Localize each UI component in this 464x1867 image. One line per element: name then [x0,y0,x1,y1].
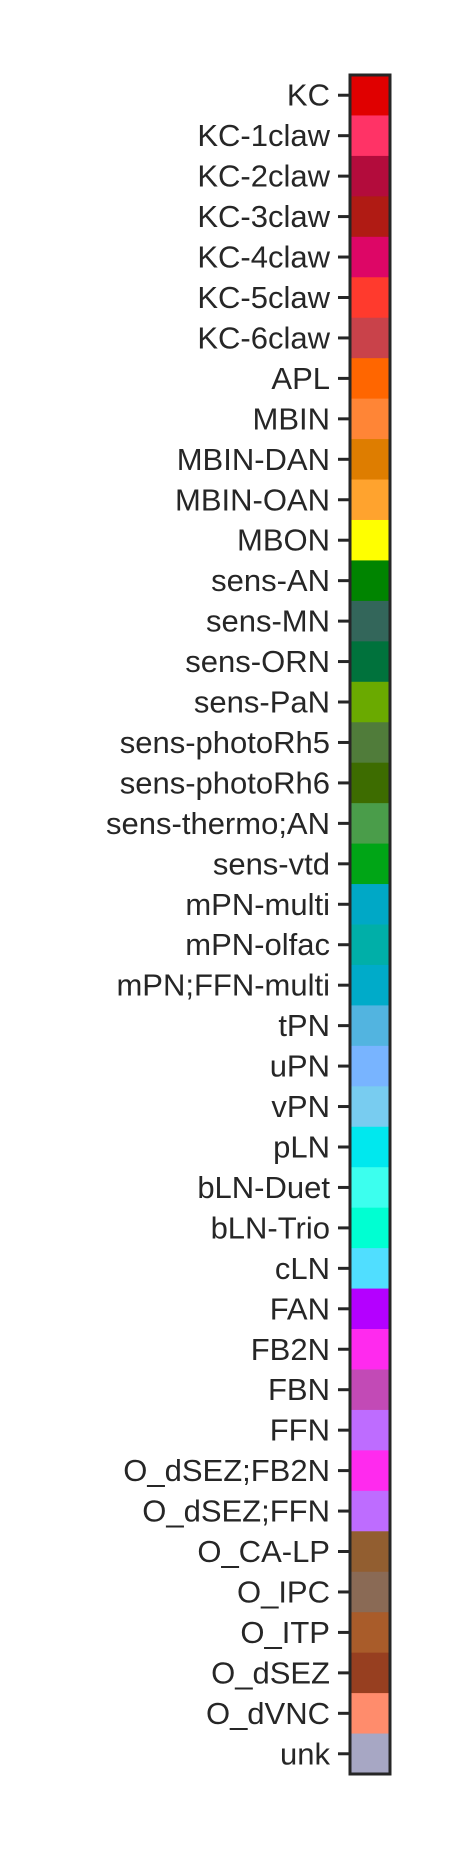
tick-label-kc-3claw: KC-3claw [197,199,330,234]
tick-label-bln-trio: bLN-Trio [211,1210,330,1245]
swatch-kc-4claw [350,236,390,278]
tick-label-mbon: MBON [237,523,330,558]
swatch-mbin-dan [350,439,390,481]
swatch-mbin [350,398,390,440]
tick-label-o-ca-lp: O_CA-LP [197,1534,330,1569]
tick-label-sens-thermo-an: sens-thermo;AN [106,806,330,841]
swatch-o-dsez [350,1652,390,1694]
swatch-sens-thermo-an [350,803,390,845]
swatch-mpn-olfac [350,924,390,966]
tick-label-kc-5claw: KC-5claw [197,280,330,315]
swatch-ffn [350,1409,390,1451]
colorbar-frame [348,73,392,1776]
swatch-o-dvnc [350,1693,390,1735]
swatch-mpn-multi [350,884,390,926]
tick-label-kc-2claw: KC-2claw [197,159,330,194]
tick-label-kc-1claw: KC-1claw [197,118,330,153]
swatch-vpn [350,1086,390,1128]
ticks [338,93,350,1756]
swatch-kc-5claw [350,277,390,319]
tick-label-mpn-multi: mPN-multi [185,887,330,922]
tick-label-o-dvnc: O_dVNC [206,1696,330,1731]
tick-label-mpn-olfac: mPN-olfac [185,927,330,962]
swatch-o-itp [350,1612,390,1654]
tick-label-kc-4claw: KC-4claw [197,240,330,275]
tick-labels: KC KC-1claw KC-2claw KC-3claw KC-4claw KC-5cl… [106,78,331,1772]
swatch-bln-duet [350,1167,390,1209]
swatch-bln-trio [350,1207,390,1249]
swatch-o-ca-lp [350,1531,390,1573]
swatch-kc-2claw [350,155,390,197]
tick-label-o-itp: O_ITP [240,1615,330,1650]
swatch-o-dsez-ffn [350,1490,390,1532]
tick-label-mbin-oan: MBIN-OAN [175,482,330,517]
tick-label-sens-photorh6: sens-photoRh6 [120,765,330,800]
swatch-mbin-oan [350,479,390,521]
swatch-sens-mn [350,600,390,642]
tick-label-unk: unk [280,1736,330,1771]
tick-label-mbin: MBIN [253,401,331,436]
tick-label-kc-6claw: KC-6claw [197,320,330,355]
swatch-pln [350,1126,390,1168]
color-swatches [350,75,390,1775]
tick-label-ffn: FFN [270,1413,330,1448]
swatch-tpn [350,1005,390,1047]
tick-label-apl: APL [271,361,330,396]
tick-label-o-dsez-fb2n: O_dSEZ;FB2N [123,1453,330,1488]
swatch-kc-6claw [350,317,390,359]
swatch-o-ipc [350,1571,390,1613]
tick-label-fb2n: FB2N [251,1332,330,1367]
tick-label-o-ipc: O_IPC [237,1574,330,1609]
tick-label-o-dsez-ffn: O_dSEZ;FFN [142,1494,330,1529]
swatch-upn [350,1045,390,1087]
tick-label-mpn-ffn-multi: mPN;FFN-multi [116,968,330,1003]
swatch-cln [350,1248,390,1290]
tick-label-sens-orn: sens-ORN [185,644,330,679]
swatch-mbon [350,519,390,562]
swatch-fbn [350,1369,390,1411]
swatch-sens-vtd [350,843,390,885]
tick-label-cln: cLN [275,1251,330,1286]
swatch-o-dsez-fb2n [350,1450,390,1492]
swatch-kc [350,75,390,117]
swatch-kc-1claw [350,115,390,157]
swatch-fan [350,1288,390,1330]
tick-label-sens-pan: sens-PaN [194,685,330,720]
tick-label-bln-duet: bLN-Duet [197,1170,330,1205]
tick-label-pln: pLN [273,1129,330,1164]
swatch-kc-3claw [350,196,390,238]
tick-label-vpn: vPN [271,1089,330,1124]
swatch-sens-an [350,560,390,602]
swatch-unk [350,1733,390,1775]
tick-label-tpn: tPN [278,1008,330,1043]
swatch-sens-photorh6 [350,762,390,804]
tick-label-mbin-dan: MBIN-DAN [177,442,330,477]
tick-label-kc: KC [287,78,330,113]
swatch-sens-photorh5 [350,722,390,764]
tick-label-fan: FAN [270,1291,330,1326]
tick-label-sens-an: sens-AN [211,563,330,598]
swatch-mpn-ffn-multi [350,964,390,1007]
swatch-sens-pan [350,681,390,723]
swatch-apl [350,358,390,400]
swatch-fb2n [350,1329,390,1371]
tick-label-sens-vtd: sens-vtd [213,846,330,881]
tick-label-fbn: FBN [268,1372,330,1407]
tick-label-o-dsez: O_dSEZ [211,1655,330,1690]
tick-label-sens-mn: sens-MN [206,604,330,639]
swatch-sens-orn [350,641,390,683]
tick-label-upn: uPN [270,1049,330,1084]
tick-label-sens-photorh5: sens-photoRh5 [120,725,330,760]
